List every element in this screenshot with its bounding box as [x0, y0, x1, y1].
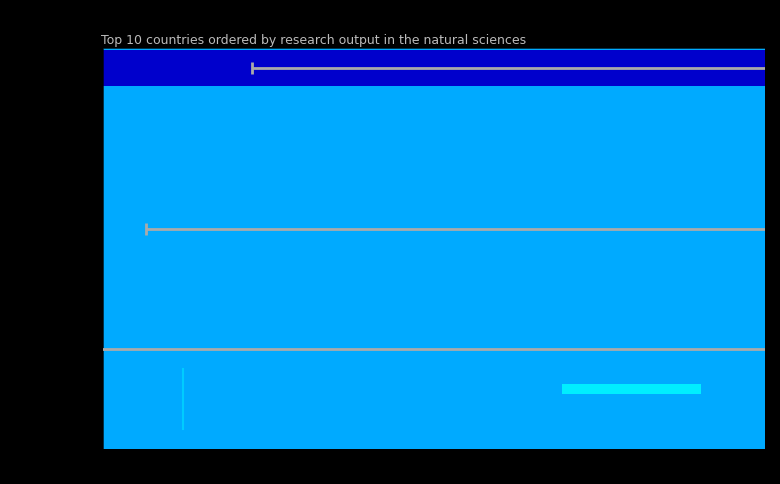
Bar: [562, 384, 701, 394]
Bar: [103, 91, 765, 126]
Bar: [103, 372, 765, 407]
Bar: [103, 291, 765, 327]
Bar: [103, 131, 765, 166]
Bar: [103, 332, 765, 367]
Bar: [103, 252, 765, 287]
Bar: [103, 51, 765, 87]
Bar: [103, 412, 765, 447]
Text: Top 10 countries ordered by research output in the natural sciences: Top 10 countries ordered by research out…: [101, 34, 526, 47]
Bar: [103, 171, 765, 207]
Bar: [103, 212, 765, 247]
